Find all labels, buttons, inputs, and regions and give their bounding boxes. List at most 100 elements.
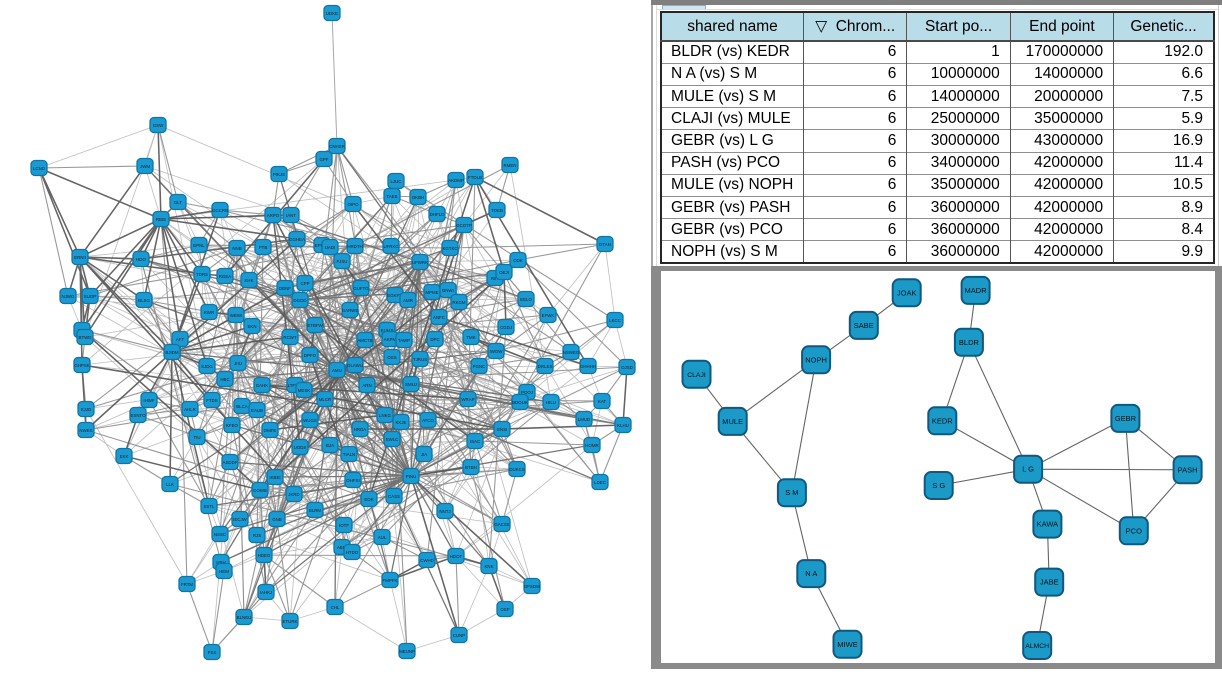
svg-text:IAHKJ: IAHKJ — [260, 590, 272, 595]
svg-text:BLSG: BLSG — [138, 298, 150, 303]
svg-text:HEM: HEM — [219, 569, 229, 574]
svg-text:RMEN: RMEN — [504, 163, 517, 168]
svg-text:EKK: EKK — [120, 454, 129, 459]
svg-text:GPF: GPF — [319, 157, 328, 162]
svg-text:SSTL: SSTL — [204, 504, 216, 509]
svg-text:RKGM: RKGM — [452, 300, 466, 305]
svg-text:IECJW: IECJW — [233, 517, 248, 522]
svg-text:ARN: ARN — [362, 383, 371, 388]
svg-text:ABNI: ABNI — [337, 545, 347, 550]
svg-text:EGKFM: EGKFM — [387, 293, 403, 298]
svg-text:GSW: GSW — [153, 123, 164, 128]
svg-text:WUGS: WUGS — [303, 418, 317, 423]
svg-text:BLDR: BLDR — [959, 338, 980, 347]
svg-text:CNHSR: CNHSR — [329, 144, 345, 149]
svg-text:FTDS: FTDS — [206, 398, 218, 403]
svg-text:KAT: KAT — [598, 399, 607, 404]
svg-text:PTB: PTB — [259, 245, 268, 250]
svg-text:GCOTP: GCOTP — [456, 223, 472, 228]
svg-text:TOEB: TOEB — [491, 208, 503, 213]
svg-text:TIU: TIU — [193, 435, 200, 440]
svg-text:EPNL: EPNL — [193, 243, 205, 248]
svg-text:KFEO: KFEO — [226, 423, 239, 428]
svg-text:OLAWU: OLAWU — [347, 363, 363, 368]
svg-text:LDEC: LDEC — [594, 480, 606, 485]
svg-text:KEDR: KEDR — [932, 416, 953, 425]
svg-text:CPP: CPP — [300, 281, 309, 286]
svg-text:JWM: JWM — [140, 164, 150, 169]
svg-text:NWES: NWES — [79, 428, 92, 433]
svg-text:AUL: AUL — [378, 535, 387, 540]
svg-text:HTDO: HTDO — [346, 550, 359, 555]
svg-text:BTBH: BTBH — [465, 465, 477, 470]
svg-text:ATCO: ATCO — [422, 418, 434, 423]
svg-text:TJRUS: TJRUS — [413, 357, 427, 362]
svg-text:HBC: HBC — [220, 377, 229, 382]
svg-text:OIPO: OIPO — [348, 202, 360, 207]
svg-text:ARPO: ARPO — [267, 213, 280, 218]
svg-text:UDKE: UDKE — [326, 11, 338, 16]
svg-text:AMIJ: AMIJ — [332, 368, 342, 373]
svg-text:HILU: HILU — [546, 400, 556, 405]
svg-text:HBH: HBH — [216, 560, 225, 565]
svg-text:EELO: EELO — [520, 297, 532, 302]
svg-text:NSWEG: NSWEG — [563, 350, 580, 355]
svg-text:KNK: KNK — [484, 564, 493, 569]
svg-text:FTDLB: FTDLB — [468, 175, 482, 180]
svg-text:UODS: UODS — [294, 445, 307, 450]
svg-text:CHL: CHL — [331, 605, 340, 610]
svg-text:ASDDF: ASDDF — [223, 460, 238, 465]
svg-text:PINU: PINU — [406, 474, 417, 479]
svg-text:CGDJ: CGDJ — [500, 325, 512, 330]
svg-text:SUOP: SUOP — [84, 294, 97, 299]
svg-text:PGNC: PGNC — [473, 364, 486, 369]
svg-text:DGOD: DGOD — [293, 298, 306, 303]
svg-text:GACSE: GACSE — [494, 522, 509, 527]
svg-text:RIIT: RIIT — [491, 276, 500, 281]
svg-text:SABE: SABE — [854, 321, 874, 330]
svg-text:CASS: CASS — [388, 494, 400, 499]
svg-text:RGEA: RGEA — [219, 274, 232, 279]
svg-text:GHHHH: GHHHH — [580, 364, 596, 369]
svg-text:DRLES: DRLES — [538, 364, 553, 369]
svg-text:SJDG: SJDG — [201, 364, 213, 369]
svg-text:EJJD: EJJD — [81, 407, 92, 412]
svg-text:ETBFW: ETBFW — [307, 323, 323, 328]
svg-text:HRDTH: HRDTH — [347, 244, 362, 249]
svg-text:OFSDW: OFSDW — [524, 584, 541, 589]
svg-text:DPFO: DPFO — [304, 353, 317, 358]
svg-text:MEUNP: MEUNP — [399, 649, 415, 654]
svg-text:BLRM: BLRM — [309, 508, 322, 513]
svg-text:GLT: GLT — [174, 200, 183, 205]
svg-text:TAEB: TAEB — [386, 194, 397, 199]
svg-text:GGHEA: GGHEA — [289, 237, 305, 242]
svg-text:WRAP: WRAP — [461, 397, 474, 402]
svg-text:RBIE: RBIE — [156, 217, 166, 222]
svg-text:DBNF: DBNF — [279, 286, 291, 291]
svg-text:HDEO: HDEO — [258, 553, 271, 558]
svg-text:MADR: MADR — [965, 286, 988, 295]
svg-text:KHK: KHK — [244, 278, 253, 283]
svg-text:AMR: AMR — [403, 298, 413, 303]
svg-text:LNKG: LNKG — [379, 413, 392, 418]
svg-text:CLAJI: CLAJI — [687, 372, 706, 379]
svg-text:LJUC: LJUC — [391, 179, 402, 184]
svg-text:OJSD: OJSD — [621, 365, 633, 370]
svg-text:JOAK: JOAK — [897, 288, 917, 297]
svg-text:OSP: OSP — [500, 607, 509, 612]
svg-text:OEJI: OEJI — [499, 270, 509, 275]
svg-text:POOJ: POOJ — [521, 390, 533, 395]
svg-text:TIALN: TIALN — [343, 452, 355, 457]
svg-text:GNSI: GNSI — [497, 427, 508, 432]
svg-text:UADI: UADI — [325, 245, 336, 250]
svg-text:MLCR: MLCR — [319, 397, 331, 402]
svg-text:JKRD: JKRD — [288, 492, 299, 497]
svg-text:IANT: IANT — [286, 213, 296, 218]
svg-text:CUNP: CUNP — [453, 633, 466, 638]
svg-text:BJA: BJA — [326, 443, 334, 448]
svg-text:S M: S M — [785, 488, 798, 497]
svg-text:EAUB: EAUB — [251, 408, 263, 413]
svg-text:NNB: NNB — [232, 246, 241, 251]
svg-text:IOTF: IOTF — [339, 523, 349, 528]
svg-text:GEBR: GEBR — [1115, 414, 1137, 423]
